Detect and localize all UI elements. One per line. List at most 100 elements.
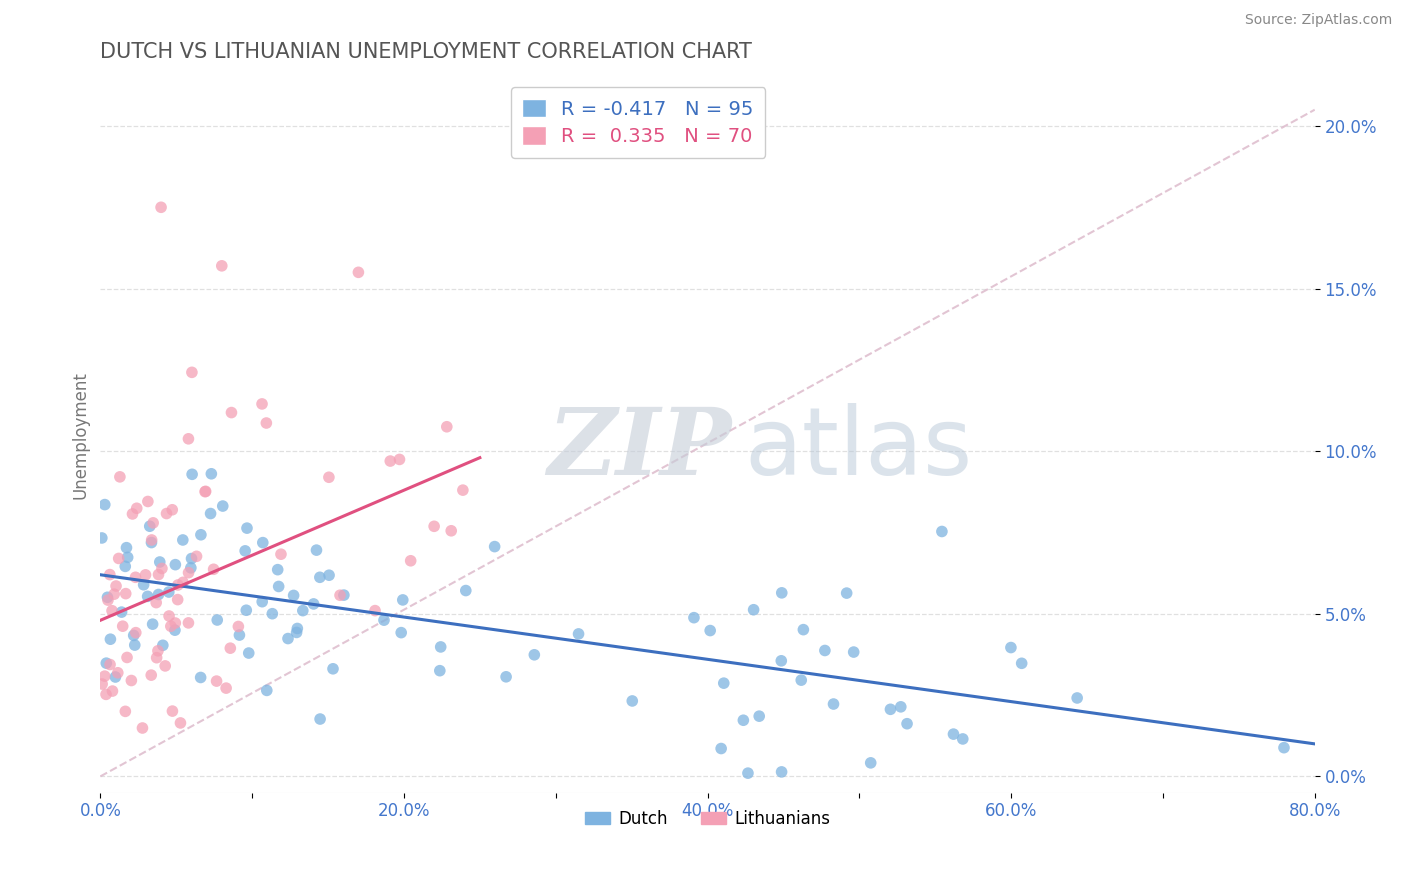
Point [139,519,162,533]
Point [150,561,173,575]
Point [190,528,212,542]
Point [835,586,858,600]
Text: DUTCH VS LITHUANIAN UNEMPLOYMENT CORRELATION CHART: DUTCH VS LITHUANIAN UNEMPLOYMENT CORRELA… [100,42,752,62]
Text: Source: ZipAtlas.com: Source: ZipAtlas.com [1244,13,1392,28]
Point [215,681,238,695]
Point [792,623,814,637]
Point [110,605,132,619]
Point [621,694,644,708]
Point [172,575,194,590]
Point [770,654,793,668]
Point [98,567,121,582]
Point [114,704,136,718]
Point [165,558,187,572]
Point [97,593,120,607]
Point [238,646,260,660]
Point [190,671,212,685]
Point [333,588,356,602]
Point [277,632,299,646]
Point [429,664,451,678]
Point [165,615,187,630]
Point [157,609,180,624]
Point [135,567,157,582]
Point [436,419,458,434]
Point [373,613,395,627]
Point [228,628,250,642]
Point [148,587,170,601]
Point [1066,690,1088,705]
Point [388,452,411,467]
Point [1000,640,1022,655]
Point [748,709,770,723]
Point [115,541,138,555]
Point [117,550,139,565]
Point [150,200,173,214]
Point [141,668,163,682]
Point [211,259,233,273]
Point [200,467,222,481]
Point [131,721,153,735]
Point [172,533,194,547]
Point [250,397,273,411]
Point [142,516,165,530]
Point [94,498,117,512]
Point [167,578,190,592]
Point [228,619,250,633]
Point [205,674,228,689]
Point [105,579,128,593]
Point [283,589,305,603]
Point [162,704,184,718]
Point [305,543,328,558]
Point [250,595,273,609]
Point [90,531,112,545]
Point [683,610,706,624]
Point [163,623,186,637]
Point [104,670,127,684]
Point [180,365,202,379]
Point [132,578,155,592]
Point [262,607,284,621]
Point [166,592,188,607]
Point [322,662,344,676]
Point [391,593,413,607]
Point [291,604,314,618]
Point [194,484,217,499]
Point [152,638,174,652]
Point [94,687,117,701]
Point [122,628,145,642]
Point [200,507,222,521]
Point [202,562,225,576]
Point [770,764,793,779]
Point [114,586,136,600]
Point [733,713,755,727]
Point [423,519,446,533]
Point [790,673,813,687]
Point [194,484,217,499]
Point [120,673,142,688]
Point [181,467,204,482]
Point [236,521,259,535]
Point [309,712,332,726]
Point [329,588,352,602]
Point [302,597,325,611]
Text: atlas: atlas [744,403,972,495]
Point [124,570,146,584]
Point [180,561,202,575]
Point [142,617,165,632]
Point [101,604,124,618]
Point [149,555,172,569]
Point [890,699,912,714]
Point [111,619,134,633]
Point [823,697,845,711]
Point [814,643,837,657]
Point [162,502,184,516]
Point [879,702,901,716]
Point [942,727,965,741]
Point [737,766,759,780]
Point [96,591,118,605]
Point [713,676,735,690]
Point [115,650,138,665]
Point [859,756,882,770]
Point [145,596,167,610]
Point [153,659,176,673]
